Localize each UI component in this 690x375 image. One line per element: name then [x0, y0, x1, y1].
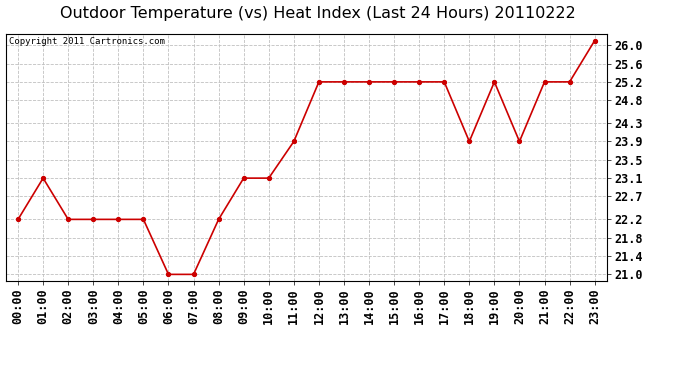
Text: Outdoor Temperature (vs) Heat Index (Last 24 Hours) 20110222: Outdoor Temperature (vs) Heat Index (Las…: [59, 6, 575, 21]
Text: Copyright 2011 Cartronics.com: Copyright 2011 Cartronics.com: [8, 38, 164, 46]
